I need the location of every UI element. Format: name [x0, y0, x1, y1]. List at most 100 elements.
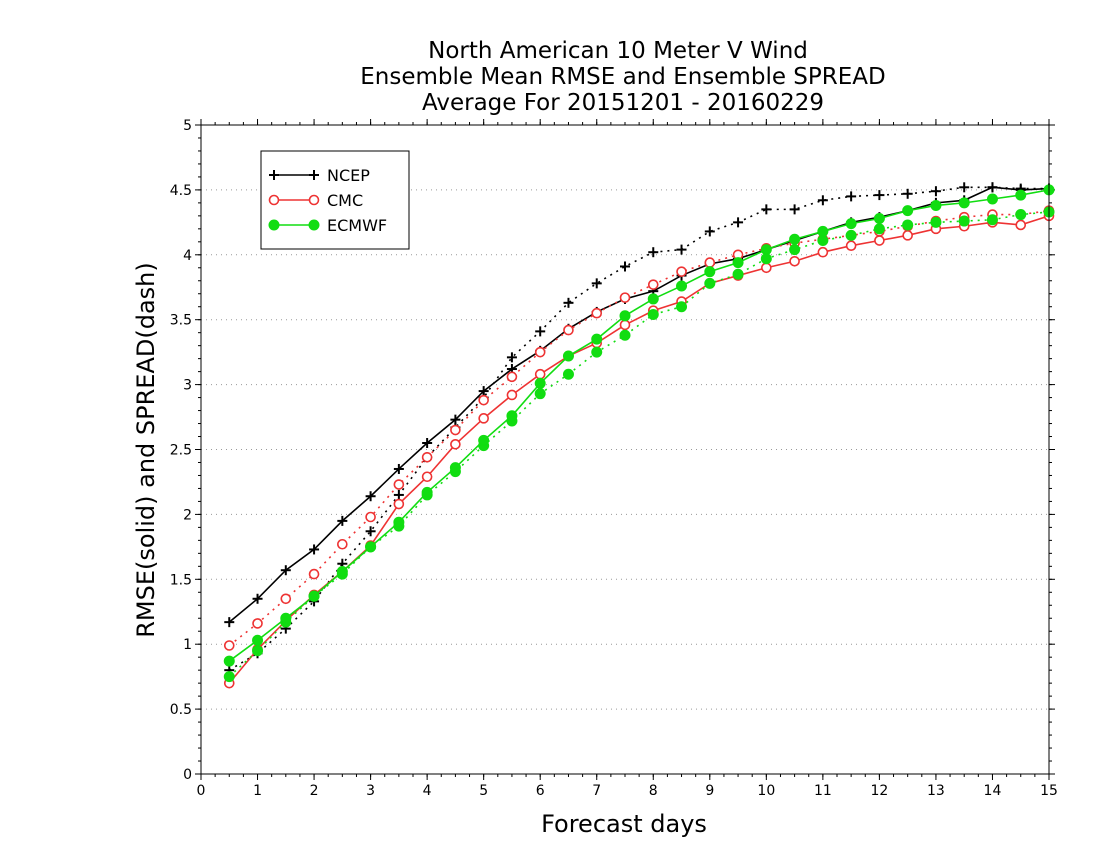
point-ecmwf-spread-1: [252, 645, 264, 657]
point-cmc-spread-16: [676, 266, 687, 277]
point-cmc-spread-6: [393, 479, 405, 490]
point-ncep-spread-20: [789, 204, 800, 215]
point-ecmwf-spread-13: [591, 346, 603, 358]
y-tick-label-1: 0.5: [170, 702, 192, 718]
point-ecmwf-rmse-3: [308, 590, 320, 602]
legend-marker-start-cmc: [268, 194, 280, 206]
point-ncep-spread-6: [393, 489, 404, 500]
point-ecmwf-rmse-24: [902, 205, 914, 217]
x-tick-label-9: 9: [705, 783, 714, 799]
point-ncep-spread-26: [959, 182, 970, 193]
x-tick-label-6: 6: [536, 783, 545, 799]
point-ecmwf-rmse-12: [562, 350, 574, 362]
point-ncep-rmse-7: [422, 438, 433, 449]
point-ncep-rmse-4: [337, 515, 348, 526]
point-cmc-spread-8: [450, 424, 461, 436]
point-cmc-rmse-6: [393, 498, 405, 510]
point-cmc-spread-17: [704, 257, 716, 268]
x-tick-label-0: 0: [197, 783, 206, 799]
point-cmc-rmse-23: [874, 235, 885, 246]
y-tick-label-7: 3.5: [170, 313, 192, 329]
point-ecmwf-rmse-28: [1015, 189, 1027, 201]
point-ncep-spread-14: [620, 261, 630, 272]
point-ecmwf-spread-28: [1015, 209, 1027, 221]
point-ecmwf-rmse-17: [704, 266, 716, 278]
point-ecmwf-rmse-2: [280, 612, 292, 624]
y-tick-label-10: 5: [183, 118, 192, 134]
x-axis-ticks: 0 1 2 3 4 5 6 7 8 9 10 11 12 13 14 15: [197, 119, 1058, 799]
x-tick-label-7: 7: [592, 783, 601, 799]
point-ecmwf-rmse-20: [789, 233, 801, 245]
point-ecmwf-rmse-19: [760, 244, 772, 256]
point-ecmwf-spread-12: [562, 368, 574, 380]
point-cmc-spread-9: [478, 394, 489, 406]
point-ecmwf-rmse-21: [817, 225, 829, 237]
x-tick-label-13: 13: [927, 783, 945, 799]
point-ecmwf-spread-18: [732, 268, 744, 280]
y-tick-label-2: 1: [183, 637, 192, 653]
point-cmc-rmse-10: [506, 389, 518, 401]
point-cmc-rmse-22: [845, 240, 857, 252]
series-ncep-spread-line: [228, 186, 1049, 671]
point-ncep-rmse-6: [393, 463, 404, 474]
point-ecmwf-rmse-1: [252, 634, 264, 646]
point-cmc-spread-2: [280, 593, 292, 605]
point-cmc-spread-14: [619, 292, 631, 303]
point-ncep-spread-22: [846, 191, 857, 202]
point-ncep-rmse-0: [224, 617, 235, 628]
legend-marker-start-ncep: [269, 170, 279, 180]
point-cmc-spread-12: [563, 324, 574, 336]
point-cmc-rmse-28: [1015, 219, 1027, 231]
series-layer: [223, 182, 1055, 689]
y-tick-label-6: 3: [183, 378, 192, 394]
point-ecmwf-spread-15: [647, 309, 659, 321]
point-ncep-rmse-8: [450, 414, 461, 425]
chart-title: North American 10 Meter V Wind Ensemble …: [360, 38, 885, 116]
y-tick-label-8: 4: [183, 248, 192, 264]
point-ncep-spread-21: [817, 195, 828, 206]
x-tick-label-1: 1: [253, 783, 262, 799]
point-ncep-spread-24: [902, 188, 913, 199]
point-cmc-spread-7: [421, 451, 433, 463]
point-ecmwf-rmse-22: [845, 218, 857, 230]
y-tick-label-9: 4.5: [170, 183, 192, 199]
y-axis-ticks: 0 0.5 1 1.5 2 2.5 3 3.5 4 4.5 5: [170, 118, 1055, 783]
point-cmc-spread-0: [223, 640, 235, 651]
y-tick-label-5: 2.5: [170, 443, 192, 459]
point-ncep-rmse-27: [987, 182, 998, 193]
point-cmc-rmse-21: [817, 246, 829, 258]
point-ecmwf-rmse-10: [506, 410, 518, 422]
point-ecmwf-rmse-14: [619, 310, 631, 322]
plot-frame: [200, 124, 1050, 775]
title-line-3: Average For 20151201 - 20160229: [422, 90, 824, 116]
x-axis-label: Forecast days: [541, 810, 707, 838]
x-tick-label-3: 3: [366, 783, 375, 799]
series-ncep-rmse-line: [228, 186, 1050, 623]
point-cmc-rmse-24: [902, 230, 913, 241]
point-cmc-rmse-7: [421, 471, 433, 483]
legend: NCEP CMC ECMWF: [260, 150, 410, 250]
point-cmc-spread-11: [534, 346, 546, 358]
series-ecmwf-rmse-line: [228, 189, 1050, 662]
point-cmc-spread-4: [337, 538, 348, 550]
x-tick-label-4: 4: [423, 783, 432, 799]
point-cmc-spread-15: [647, 279, 659, 290]
point-cmc-rmse-11: [534, 368, 546, 380]
point-ecmwf-rmse-8: [449, 462, 461, 474]
point-cmc-rmse-19: [761, 262, 772, 274]
point-ecmwf-spread-11: [534, 388, 546, 400]
point-ecmwf-rmse-16: [676, 280, 688, 292]
point-ncep-spread-10: [506, 352, 517, 363]
y-axis-label: RMSE(solid) and SPREAD(dash): [132, 262, 160, 638]
point-cmc-rmse-20: [789, 255, 800, 267]
legend-label-cmc: CMC: [327, 191, 363, 210]
legend-marker-end-ncep: [309, 170, 319, 180]
point-ecmwf-spread-23: [873, 223, 885, 235]
legend-marker-start-ecmwf: [268, 219, 280, 231]
series-ecmwf-spread-line: [228, 211, 1050, 678]
point-ecmwf-rmse-27: [986, 193, 998, 205]
point-ncep-spread-11: [535, 326, 546, 337]
series-cmc-spread-line: [228, 209, 1050, 647]
point-ecmwf-spread-25: [930, 216, 942, 228]
legend-marker-end-cmc: [308, 194, 320, 206]
